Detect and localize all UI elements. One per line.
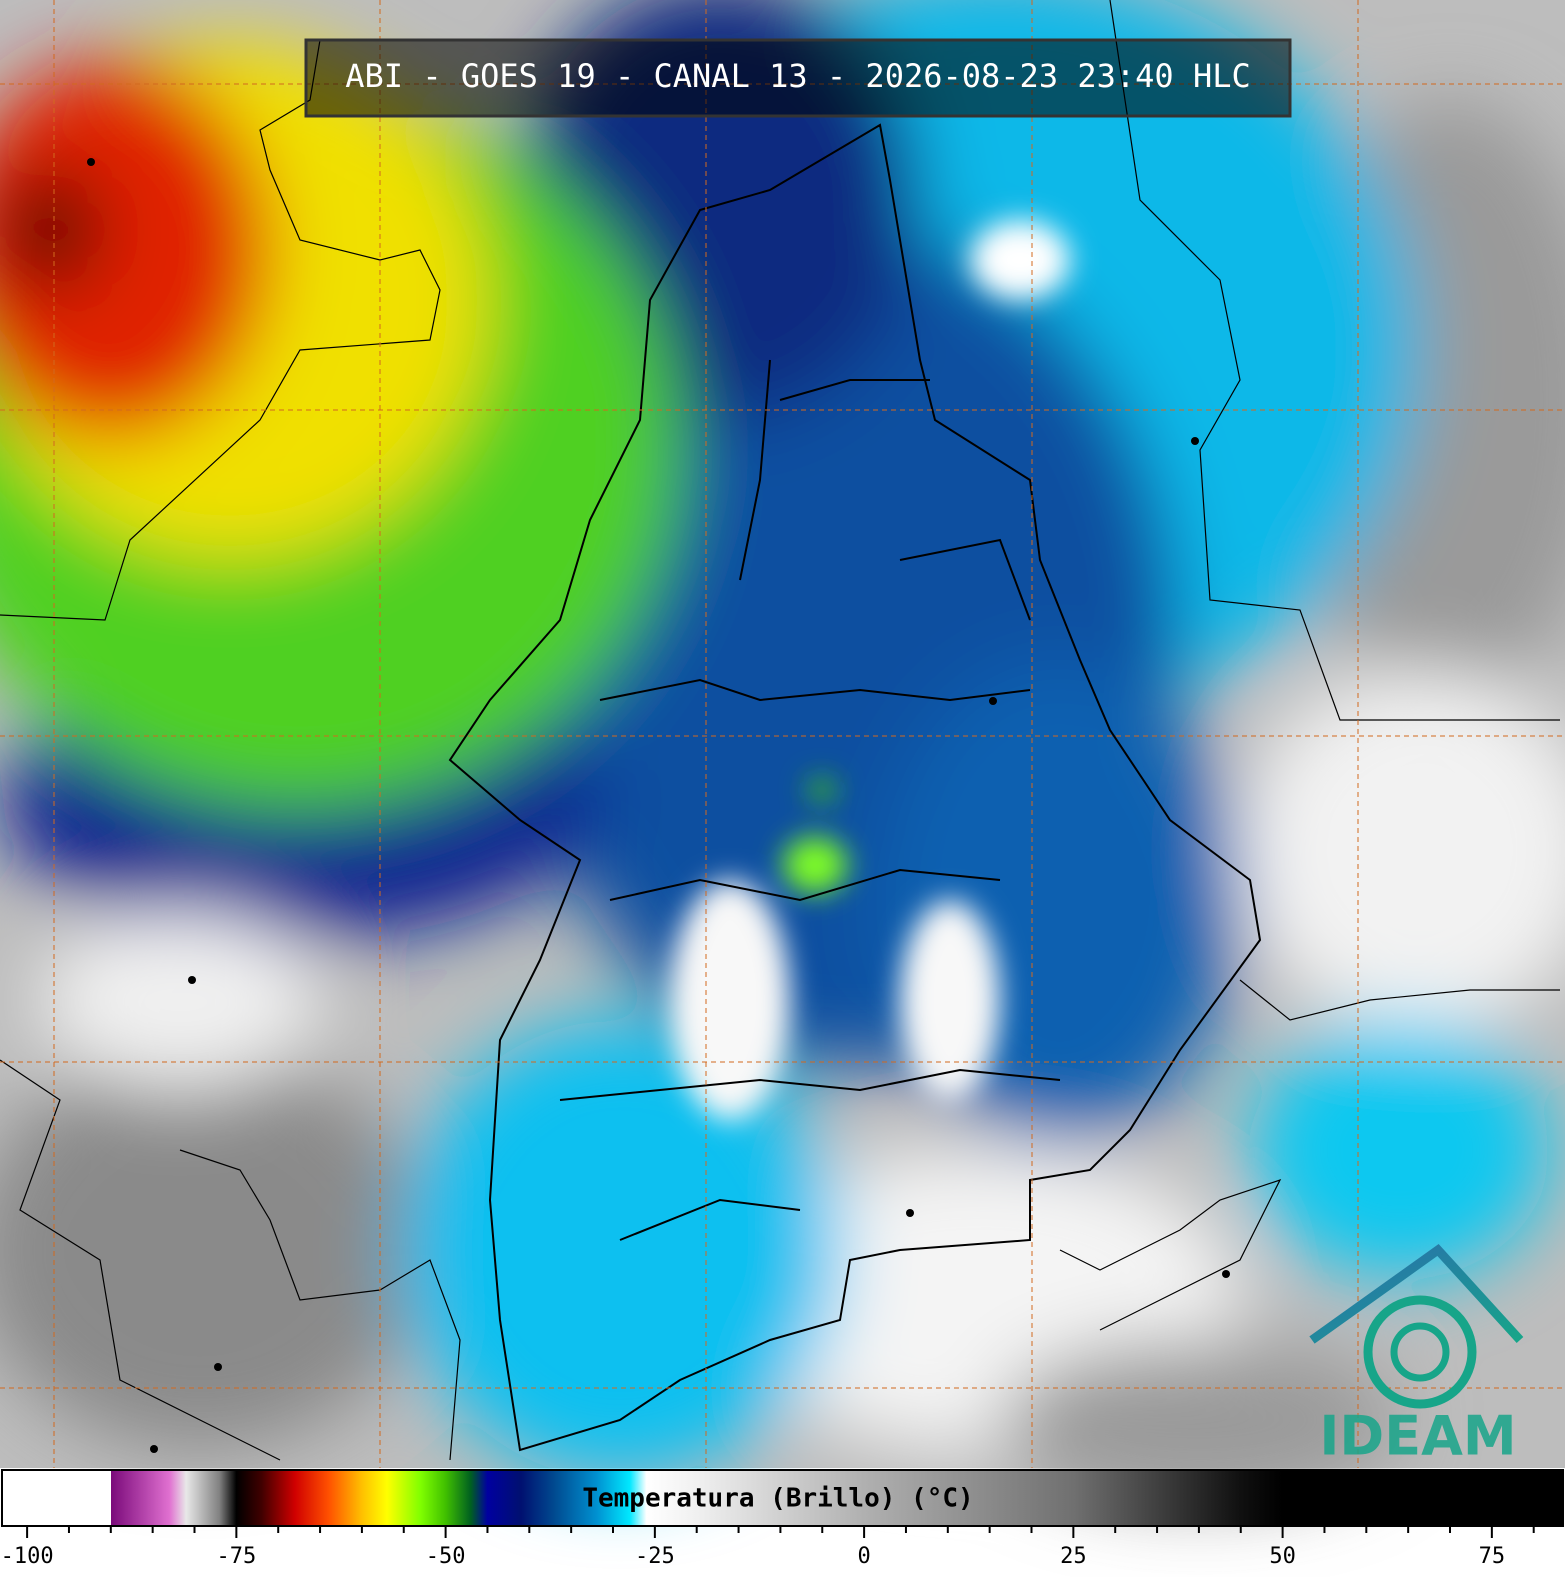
title-box bbox=[304, 38, 1292, 118]
tick-label: -25 bbox=[635, 1544, 675, 1569]
colorbar-label: Temperatura (Brillo) (°C) bbox=[582, 1484, 973, 1514]
title: ABI - GOES 19 - CANAL 13 - 2026-08-23 23… bbox=[345, 57, 1250, 95]
tick-label: -50 bbox=[426, 1544, 466, 1569]
logo: IDEAM bbox=[1309, 1244, 1524, 1468]
colorbar-fill bbox=[1, 1469, 1564, 1527]
tick-label: -75 bbox=[216, 1544, 256, 1569]
cloud-field bbox=[0, 0, 1565, 1500]
colorbar: Temperatura (Brillo) (°C) -100 -75 -50 -25 0 2… bbox=[1, 1469, 1564, 1569]
graticule bbox=[0, 0, 1565, 1468]
tick-label: 25 bbox=[1060, 1544, 1087, 1569]
boundaries bbox=[448, 123, 1262, 1452]
tick-label: 75 bbox=[1479, 1544, 1506, 1569]
tick-label: 0 bbox=[857, 1544, 870, 1569]
city-dots bbox=[87, 158, 1230, 1453]
tick-label: -100 bbox=[1, 1544, 54, 1569]
tick-label: 50 bbox=[1269, 1544, 1296, 1569]
country-borders bbox=[0, 0, 1560, 1461]
logo-text: IDEAM bbox=[1319, 1405, 1516, 1468]
